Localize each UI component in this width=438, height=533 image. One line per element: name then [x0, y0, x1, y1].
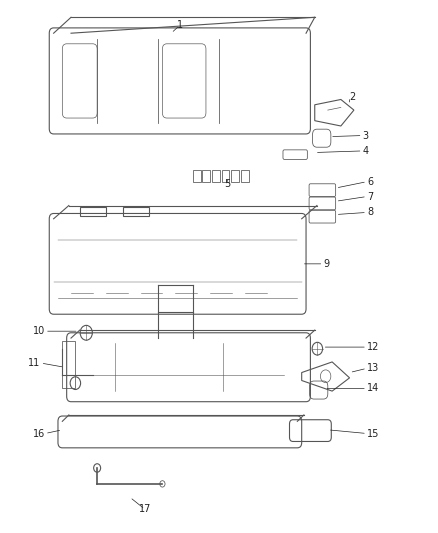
Text: 14: 14 [367, 383, 379, 393]
Text: 4: 4 [363, 146, 369, 156]
Text: 9: 9 [323, 259, 329, 269]
Bar [212, 170, 220, 182]
Text: 17: 17 [139, 504, 151, 514]
Text: 16: 16 [33, 429, 45, 439]
Text: 12: 12 [367, 342, 379, 352]
Text: 5: 5 [225, 179, 231, 189]
Bar [80, 207, 106, 216]
Text: 1: 1 [177, 20, 183, 30]
Bar [241, 170, 249, 182]
Text: 10: 10 [33, 326, 45, 336]
Text: 7: 7 [367, 191, 373, 201]
Bar [222, 170, 230, 182]
Bar [62, 341, 75, 389]
Text: 3: 3 [363, 131, 369, 141]
Text: 15: 15 [367, 429, 379, 439]
Text: 11: 11 [28, 358, 41, 368]
Text: 13: 13 [367, 364, 379, 373]
Bar [123, 207, 149, 216]
Text: 2: 2 [350, 92, 356, 102]
Bar [193, 170, 201, 182]
Text: 8: 8 [367, 207, 373, 217]
Bar [231, 170, 239, 182]
Bar [202, 170, 210, 182]
Text: 6: 6 [367, 176, 373, 187]
